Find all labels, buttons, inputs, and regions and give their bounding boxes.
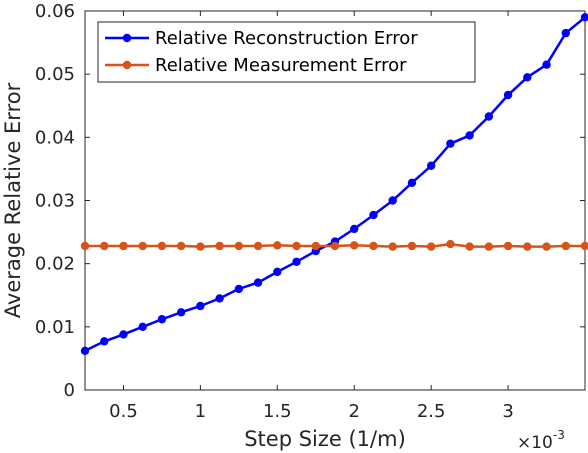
- data-point: [465, 131, 474, 140]
- data-point: [100, 337, 109, 346]
- series-relative-reconstruction-error: [80, 13, 588, 356]
- x-tick-label: 2.5: [417, 401, 446, 422]
- y-tick-label: 0.03: [35, 191, 75, 212]
- data-point: [426, 242, 436, 251]
- data-point: [100, 241, 109, 251]
- legend-entry-label: Relative Measurement Error: [155, 55, 407, 76]
- y-tick-label: 0.01: [35, 317, 75, 338]
- data-point: [215, 241, 224, 251]
- legend: Relative Reconstruction Error Relative Me…: [97, 21, 476, 83]
- data-point: [119, 241, 128, 251]
- x-tick-label: 1: [195, 401, 206, 422]
- data-point: [561, 241, 570, 251]
- data-point: [234, 284, 244, 294]
- y-tick-label: 0.04: [35, 127, 75, 148]
- data-point: [446, 139, 455, 148]
- y-axis-title: Average Relative Error: [1, 82, 25, 318]
- data-point: [138, 241, 147, 251]
- y-tick-label: 0.06: [35, 1, 75, 22]
- x-axis-title: Step Size (1/m): [244, 427, 406, 451]
- y-tick-label: 0.05: [35, 64, 75, 85]
- data-point: [523, 73, 532, 82]
- data-point: [407, 241, 417, 251]
- data-point: [503, 241, 513, 251]
- data-point: [446, 239, 455, 249]
- data-point: [350, 241, 359, 250]
- legend-marker: [122, 33, 132, 43]
- x-tick-label: 0.5: [109, 401, 138, 422]
- legend-box: [97, 21, 476, 83]
- data-point: [407, 178, 417, 188]
- x-axis-multiplier-base: ×10: [517, 433, 553, 453]
- data-point: [330, 241, 340, 251]
- data-point: [311, 241, 320, 251]
- data-point: [80, 241, 90, 251]
- legend-marker: [122, 60, 132, 70]
- ticks-layer: 0.5 1 1.5 2 2.5 3 0 0.01 0.02 0.03 0.04 0.05 0.06: [35, 1, 585, 422]
- data-point: [196, 242, 205, 251]
- data-point: [369, 241, 378, 251]
- data-point: [388, 242, 397, 251]
- data-point: [119, 330, 128, 339]
- y-tick-label: 0: [64, 380, 75, 401]
- data-point: [369, 210, 378, 220]
- data-point: [138, 322, 147, 332]
- x-axis-multiplier-exponent: -3: [553, 428, 565, 442]
- data-point: [215, 294, 224, 303]
- data-point: [350, 224, 359, 234]
- data-point: [196, 301, 205, 311]
- x-tick-label: 2: [349, 401, 360, 422]
- data-point: [523, 242, 532, 251]
- legend-entry-label: Relative Reconstruction Error: [155, 28, 418, 49]
- data-point: [253, 278, 263, 287]
- series-layer: [80, 13, 588, 356]
- data-point: [503, 90, 513, 100]
- data-point: [292, 241, 301, 251]
- x-axis-multiplier: ×10-3: [517, 428, 565, 453]
- data-point: [426, 161, 436, 170]
- data-point: [580, 241, 588, 251]
- data-point: [484, 112, 494, 121]
- data-point: [580, 13, 588, 22]
- data-point: [157, 315, 167, 324]
- data-point: [273, 241, 282, 250]
- data-point: [561, 28, 570, 38]
- data-point: [542, 60, 551, 69]
- data-point: [465, 242, 474, 251]
- data-point: [542, 242, 551, 251]
- data-point: [176, 241, 186, 251]
- y-tick-label: 0.02: [35, 254, 75, 275]
- data-point: [484, 242, 494, 251]
- data-point: [176, 308, 186, 317]
- data-point: [80, 346, 90, 356]
- data-point: [253, 241, 263, 251]
- series-relative-measurement-error: [80, 239, 588, 251]
- x-tick-label: 1.5: [263, 401, 292, 422]
- data-point: [292, 257, 301, 266]
- data-point: [273, 267, 282, 277]
- data-point: [157, 241, 167, 251]
- x-tick-label: 3: [502, 401, 513, 422]
- data-point: [234, 241, 244, 251]
- data-point: [388, 196, 397, 205]
